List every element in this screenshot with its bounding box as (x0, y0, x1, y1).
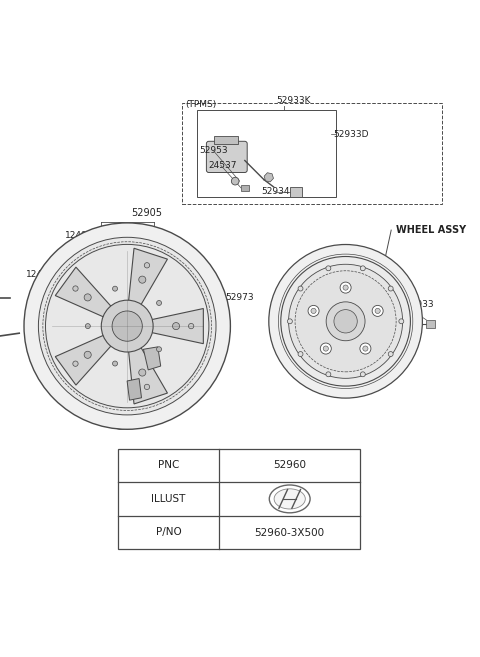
Circle shape (326, 302, 365, 341)
Bar (118, 449, 360, 549)
Text: 52933K: 52933K (276, 97, 311, 105)
Circle shape (112, 286, 118, 291)
Circle shape (375, 308, 380, 313)
Circle shape (156, 347, 162, 351)
Text: 1249LJ: 1249LJ (65, 231, 95, 240)
Circle shape (363, 346, 368, 351)
Circle shape (172, 323, 180, 330)
Circle shape (73, 361, 78, 367)
Bar (241, 185, 249, 191)
Text: WHEEL ASSY: WHEEL ASSY (396, 225, 466, 235)
Circle shape (46, 244, 209, 408)
Polygon shape (144, 309, 204, 344)
Circle shape (372, 306, 383, 317)
Circle shape (360, 343, 371, 354)
Bar (214, 137, 238, 144)
Circle shape (24, 223, 230, 429)
Circle shape (156, 300, 162, 306)
Polygon shape (127, 378, 142, 400)
Circle shape (323, 346, 328, 351)
Text: ILLUST: ILLUST (151, 494, 186, 504)
Circle shape (360, 266, 365, 271)
Circle shape (298, 351, 303, 357)
Circle shape (84, 351, 91, 358)
Text: 52933D: 52933D (334, 129, 369, 139)
Polygon shape (144, 347, 161, 370)
Circle shape (38, 237, 216, 415)
Text: 52973A: 52973A (190, 307, 224, 316)
Text: P/NO: P/NO (156, 528, 181, 537)
Text: 52905: 52905 (131, 208, 162, 218)
Circle shape (334, 309, 357, 333)
Ellipse shape (324, 256, 348, 386)
Circle shape (326, 372, 331, 376)
Circle shape (231, 177, 239, 185)
Circle shape (189, 323, 194, 328)
Text: 1249LJ: 1249LJ (26, 270, 57, 279)
Circle shape (144, 263, 150, 268)
Polygon shape (128, 248, 168, 311)
Circle shape (295, 271, 396, 372)
Circle shape (139, 369, 146, 376)
Circle shape (112, 311, 142, 341)
Polygon shape (55, 332, 116, 385)
Circle shape (73, 286, 78, 291)
Circle shape (365, 359, 371, 365)
Circle shape (326, 266, 331, 271)
Bar (426, 320, 435, 328)
Text: 52950: 52950 (379, 328, 408, 338)
Circle shape (112, 361, 118, 366)
Text: 52960-3X500: 52960-3X500 (255, 528, 325, 537)
Circle shape (101, 300, 153, 352)
Circle shape (308, 306, 319, 317)
Text: PNC: PNC (158, 461, 179, 470)
Circle shape (399, 319, 404, 324)
Circle shape (388, 286, 393, 291)
Circle shape (281, 256, 410, 386)
Ellipse shape (85, 223, 157, 429)
Text: 52953: 52953 (199, 147, 228, 156)
Circle shape (340, 282, 351, 293)
Ellipse shape (269, 485, 310, 513)
Bar (197, 110, 336, 196)
Text: 52973: 52973 (226, 293, 254, 302)
Circle shape (320, 343, 331, 354)
Circle shape (288, 319, 292, 324)
Text: (TPMS): (TPMS) (185, 101, 216, 110)
FancyBboxPatch shape (206, 141, 247, 173)
Polygon shape (55, 267, 116, 320)
Text: 52933: 52933 (406, 300, 434, 309)
Circle shape (85, 324, 90, 328)
Polygon shape (128, 341, 168, 404)
Circle shape (360, 372, 365, 376)
Circle shape (288, 264, 403, 378)
Text: 24537: 24537 (209, 161, 237, 170)
Circle shape (311, 308, 316, 313)
Circle shape (388, 351, 393, 357)
Text: 52934: 52934 (262, 187, 290, 196)
Circle shape (84, 294, 91, 301)
Circle shape (43, 242, 212, 411)
Bar (290, 187, 302, 198)
Circle shape (139, 276, 146, 283)
Circle shape (144, 384, 150, 390)
Ellipse shape (274, 489, 305, 509)
Circle shape (343, 285, 348, 290)
Text: 52960: 52960 (273, 461, 306, 470)
Circle shape (269, 244, 422, 398)
Circle shape (298, 286, 303, 291)
Bar (182, 103, 442, 204)
